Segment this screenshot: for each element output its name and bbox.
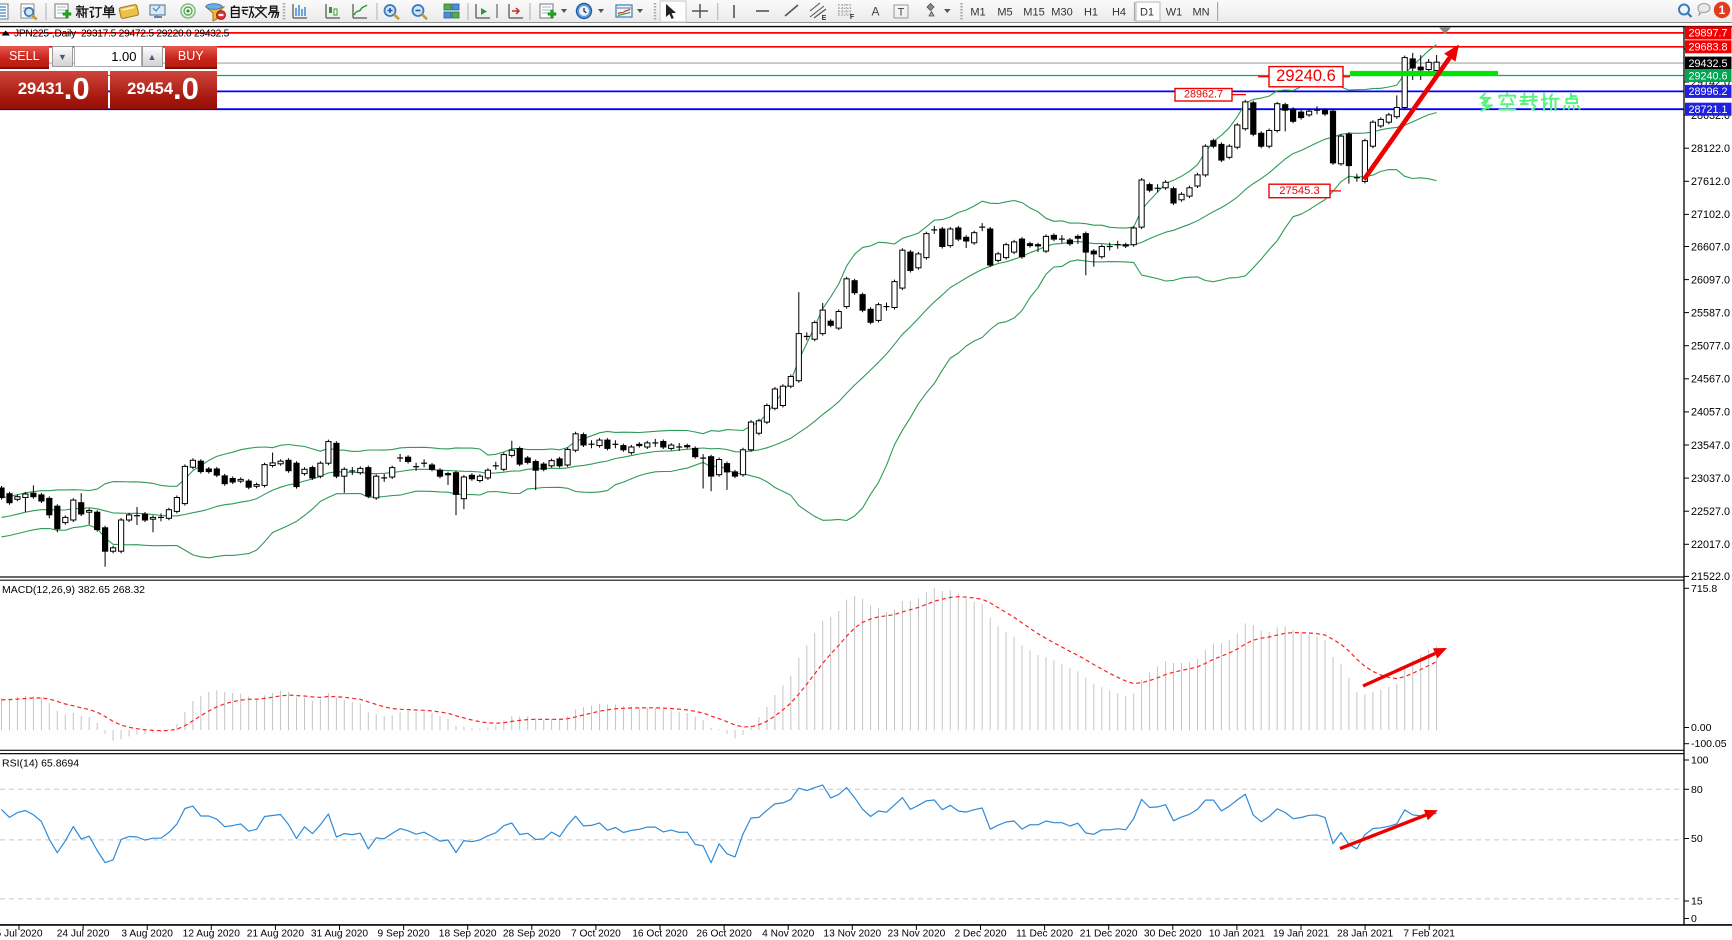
svg-text:25587.0: 25587.0 — [1691, 307, 1730, 319]
svg-text:H4: H4 — [1112, 6, 1126, 18]
svg-text:27612.0: 27612.0 — [1691, 176, 1730, 188]
svg-text:5 Jul 2020: 5 Jul 2020 — [0, 929, 43, 940]
svg-text:D1: D1 — [1140, 6, 1154, 18]
svg-text:30 Dec 2020: 30 Dec 2020 — [1144, 929, 1202, 940]
svg-text:28122.0: 28122.0 — [1691, 143, 1730, 155]
svg-text:12 Aug 2020: 12 Aug 2020 — [183, 929, 241, 940]
svg-text:715.8: 715.8 — [1691, 583, 1717, 595]
svg-text:M5: M5 — [997, 6, 1012, 18]
svg-text:4 Nov 2020: 4 Nov 2020 — [762, 929, 814, 940]
svg-text:28 Sep 2020: 28 Sep 2020 — [503, 929, 561, 940]
svg-text:13 Nov 2020: 13 Nov 2020 — [823, 929, 881, 940]
svg-text:27545.3: 27545.3 — [1279, 185, 1319, 197]
svg-text:JPN225-,Daily 29317.5 29472.5: JPN225-,Daily 29317.5 29472.5 29220.0 29… — [14, 29, 230, 40]
svg-text:22017.0: 22017.0 — [1691, 539, 1730, 551]
svg-text:18 Sep 2020: 18 Sep 2020 — [439, 929, 497, 940]
svg-text:29240.6: 29240.6 — [1276, 67, 1336, 85]
svg-text:25077.0: 25077.0 — [1691, 341, 1730, 353]
svg-text:9 Sep 2020: 9 Sep 2020 — [378, 929, 430, 940]
svg-text:19 Jan 2021: 19 Jan 2021 — [1273, 929, 1329, 940]
svg-text:28962.7: 28962.7 — [1184, 89, 1223, 101]
svg-text:23 Nov 2020: 23 Nov 2020 — [888, 929, 946, 940]
svg-text:23037.0: 23037.0 — [1691, 473, 1730, 485]
svg-text:F: F — [850, 14, 855, 21]
svg-text:15: 15 — [1691, 896, 1703, 908]
svg-text:T: T — [898, 7, 905, 19]
svg-text:31 Aug 2020: 31 Aug 2020 — [311, 929, 369, 940]
svg-text:26097.0: 26097.0 — [1691, 274, 1730, 286]
svg-text:29897.7: 29897.7 — [1689, 28, 1728, 40]
svg-text:2 Dec 2020: 2 Dec 2020 — [954, 929, 1006, 940]
svg-text:0.00: 0.00 — [1691, 722, 1712, 734]
svg-text:21522.0: 21522.0 — [1691, 571, 1730, 583]
svg-text:22527.0: 22527.0 — [1691, 506, 1730, 518]
svg-text:23547.0: 23547.0 — [1691, 440, 1730, 452]
svg-text:80: 80 — [1691, 784, 1703, 796]
svg-text:1: 1 — [1719, 3, 1726, 17]
svg-text:21 Aug 2020: 21 Aug 2020 — [247, 929, 305, 940]
svg-text:W1: W1 — [1166, 6, 1183, 18]
svg-text:7 Feb 2021: 7 Feb 2021 — [1403, 929, 1455, 940]
svg-text:E: E — [822, 15, 827, 22]
svg-text:H1: H1 — [1084, 6, 1098, 18]
svg-text:M15: M15 — [1023, 6, 1044, 18]
svg-text:16 Oct 2020: 16 Oct 2020 — [632, 929, 688, 940]
svg-text:21 Dec 2020: 21 Dec 2020 — [1080, 929, 1138, 940]
svg-text:M1: M1 — [970, 6, 985, 18]
svg-text:24057.0: 24057.0 — [1691, 407, 1730, 419]
svg-text:28 Jan 2021: 28 Jan 2021 — [1337, 929, 1393, 940]
svg-text:RSI(14) 65.8694: RSI(14) 65.8694 — [2, 758, 79, 770]
svg-text:29240.6: 29240.6 — [1689, 70, 1728, 82]
svg-text:M30: M30 — [1051, 6, 1072, 18]
svg-text:7 Oct 2020: 7 Oct 2020 — [571, 929, 621, 940]
svg-text:A: A — [871, 5, 879, 19]
svg-text:MN: MN — [1192, 6, 1209, 18]
svg-text:0: 0 — [1691, 913, 1697, 925]
svg-text:26607.0: 26607.0 — [1691, 241, 1730, 253]
svg-text:10 Jan 2021: 10 Jan 2021 — [1209, 929, 1265, 940]
svg-text:26 Oct 2020: 26 Oct 2020 — [696, 929, 752, 940]
svg-text:MACD(12,26,9) 382.65 268.32: MACD(12,26,9) 382.65 268.32 — [2, 584, 145, 596]
svg-text:3 Aug 2020: 3 Aug 2020 — [121, 929, 173, 940]
svg-text:24567.0: 24567.0 — [1691, 374, 1730, 386]
svg-text:-100.05: -100.05 — [1691, 738, 1727, 750]
svg-text:50: 50 — [1691, 833, 1703, 845]
svg-text:28996.2: 28996.2 — [1689, 86, 1728, 98]
svg-text:27102.0: 27102.0 — [1691, 209, 1730, 221]
svg-text:28721.1: 28721.1 — [1689, 104, 1728, 116]
svg-text:24 Jul 2020: 24 Jul 2020 — [57, 929, 110, 940]
svg-text:29683.8: 29683.8 — [1689, 42, 1728, 54]
svg-text:11 Dec 2020: 11 Dec 2020 — [1016, 929, 1073, 940]
svg-text:100: 100 — [1691, 755, 1709, 767]
svg-text:29432.5: 29432.5 — [1689, 58, 1728, 70]
